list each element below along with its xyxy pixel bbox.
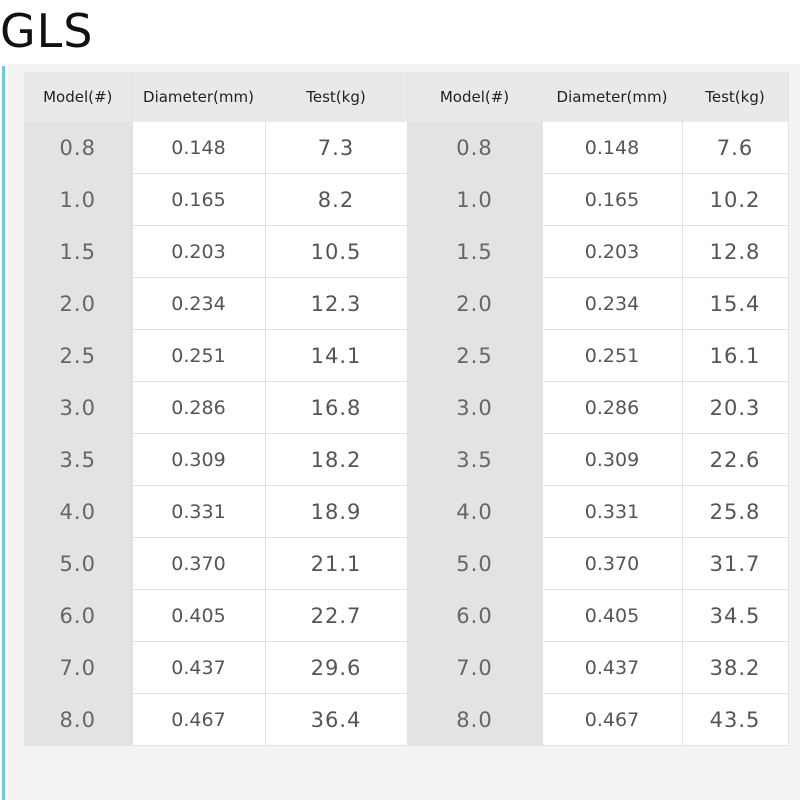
- cell-test: 8.2: [265, 173, 408, 226]
- cell-diameter: 0.370: [132, 537, 266, 590]
- cell-model: 8.0: [24, 693, 133, 746]
- cell-diameter: 0.286: [132, 381, 266, 434]
- cell-model: 1.0: [24, 173, 133, 226]
- table-row: 3.0 0.286 16.8 3.0 0.286 20.3: [24, 381, 789, 434]
- spec-table: Model(#) Diameter(mm) Test(kg) Model(#) …: [24, 72, 789, 746]
- cell-model: 2.5: [407, 329, 543, 382]
- cell-diameter: 0.148: [542, 122, 683, 174]
- table-header-row: Model(#) Diameter(mm) Test(kg) Model(#) …: [24, 72, 789, 122]
- cell-test: 15.4: [682, 277, 789, 330]
- cell-diameter: 0.405: [132, 589, 266, 642]
- cell-model: 2.0: [24, 277, 133, 330]
- cell-model: 2.0: [407, 277, 543, 330]
- cell-test: 29.6: [265, 641, 408, 694]
- cell-diameter: 0.234: [542, 277, 683, 330]
- cell-diameter: 0.467: [132, 693, 266, 746]
- cell-model: 0.8: [24, 122, 133, 174]
- cell-diameter: 0.309: [542, 433, 683, 486]
- cell-model: 6.0: [24, 589, 133, 642]
- cell-test: 10.5: [265, 225, 408, 278]
- cell-test: 12.3: [265, 277, 408, 330]
- cell-model: 7.0: [407, 641, 543, 694]
- cell-model: 3.0: [24, 381, 133, 434]
- cell-diameter: 0.309: [132, 433, 266, 486]
- table-body: 0.8 0.148 7.3 0.8 0.148 7.6 1.0 0.165 8.2 1.0 0.16…: [24, 122, 789, 746]
- cell-diameter: 0.370: [542, 537, 683, 590]
- cell-diameter: 0.203: [132, 225, 266, 278]
- cell-model: 7.0: [24, 641, 133, 694]
- cell-model: 5.0: [24, 537, 133, 590]
- table-row: 7.0 0.437 29.6 7.0 0.437 38.2: [24, 641, 789, 694]
- cell-diameter: 0.234: [132, 277, 266, 330]
- cell-model: 8.0: [407, 693, 543, 746]
- accent-line: [2, 66, 5, 800]
- cell-test: 16.8: [265, 381, 408, 434]
- cell-model: 1.5: [24, 225, 133, 278]
- table-row: 2.0 0.234 12.3 2.0 0.234 15.4: [24, 277, 789, 330]
- table-row: 2.5 0.251 14.1 2.5 0.251 16.1: [24, 329, 789, 382]
- cell-test: 36.4: [265, 693, 408, 746]
- cell-test: 10.2: [682, 173, 789, 226]
- cell-model: 4.0: [407, 485, 543, 538]
- cell-model: 3.5: [407, 433, 543, 486]
- header-test-right: Test(kg): [682, 72, 789, 122]
- table-row: 1.0 0.165 8.2 1.0 0.165 10.2: [24, 173, 789, 226]
- table-row: 0.8 0.148 7.3 0.8 0.148 7.6: [24, 122, 789, 174]
- cell-test: 22.6: [682, 433, 789, 486]
- cell-diameter: 0.331: [542, 485, 683, 538]
- cell-test: 25.8: [682, 485, 789, 538]
- cell-model: 3.0: [407, 381, 543, 434]
- cell-test: 31.7: [682, 537, 789, 590]
- table-row: 6.0 0.405 22.7 6.0 0.405 34.5: [24, 589, 789, 642]
- cell-model: 0.8: [407, 122, 543, 174]
- cell-diameter: 0.437: [542, 641, 683, 694]
- cell-test: 21.1: [265, 537, 408, 590]
- cell-diameter: 0.165: [542, 173, 683, 226]
- cell-diameter: 0.165: [132, 173, 266, 226]
- table-row: 1.5 0.203 10.5 1.5 0.203 12.8: [24, 225, 789, 278]
- header-model-right: Model(#): [407, 72, 543, 122]
- cell-test: 34.5: [682, 589, 789, 642]
- cell-test: 43.5: [682, 693, 789, 746]
- table-row: 5.0 0.370 21.1 5.0 0.370 31.7: [24, 537, 789, 590]
- cell-diameter: 0.251: [132, 329, 266, 382]
- cell-model: 2.5: [24, 329, 133, 382]
- cell-model: 6.0: [407, 589, 543, 642]
- header-test-left: Test(kg): [265, 72, 408, 122]
- cell-test: 22.7: [265, 589, 408, 642]
- brand-title: GLS: [0, 4, 94, 58]
- cell-model: 4.0: [24, 485, 133, 538]
- cell-test: 18.2: [265, 433, 408, 486]
- cell-test: 12.8: [682, 225, 789, 278]
- cell-model: 5.0: [407, 537, 543, 590]
- cell-diameter: 0.148: [132, 122, 266, 174]
- cell-test: 14.1: [265, 329, 408, 382]
- table-row: 4.0 0.331 18.9 4.0 0.331 25.8: [24, 485, 789, 538]
- cell-test: 16.1: [682, 329, 789, 382]
- header-model-left: Model(#): [24, 72, 133, 122]
- cell-model: 1.0: [407, 173, 543, 226]
- cell-test: 20.3: [682, 381, 789, 434]
- cell-test: 38.2: [682, 641, 789, 694]
- spec-table-container: Model(#) Diameter(mm) Test(kg) Model(#) …: [24, 72, 789, 746]
- cell-diameter: 0.467: [542, 693, 683, 746]
- table-row: 3.5 0.309 18.2 3.5 0.309 22.6: [24, 433, 789, 486]
- cell-test: 7.6: [682, 122, 789, 174]
- cell-diameter: 0.251: [542, 329, 683, 382]
- cell-diameter: 0.286: [542, 381, 683, 434]
- cell-model: 3.5: [24, 433, 133, 486]
- header-diameter-left: Diameter(mm): [132, 72, 266, 122]
- cell-test: 18.9: [265, 485, 408, 538]
- cell-diameter: 0.437: [132, 641, 266, 694]
- cell-diameter: 0.331: [132, 485, 266, 538]
- cell-test: 7.3: [265, 122, 408, 174]
- cell-model: 1.5: [407, 225, 543, 278]
- cell-diameter: 0.405: [542, 589, 683, 642]
- header-diameter-right: Diameter(mm): [542, 72, 683, 122]
- table-row: 8.0 0.467 36.4 8.0 0.467 43.5: [24, 693, 789, 746]
- cell-diameter: 0.203: [542, 225, 683, 278]
